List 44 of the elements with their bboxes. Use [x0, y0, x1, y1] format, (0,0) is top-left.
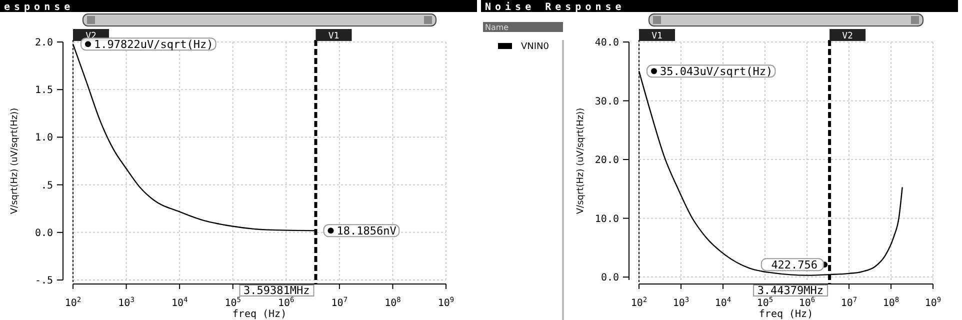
y-tick-label: 10.0 — [594, 214, 619, 225]
y-tick-label: 0.0 — [34, 228, 53, 239]
annotation: 3.44379MHz — [757, 284, 824, 297]
x-axis-title: freq (Hz) — [758, 309, 814, 320]
ref-line-label: V1 — [652, 32, 662, 42]
x-tick-label: 10$^{8}$ — [882, 296, 900, 309]
annotation: 18.1856nV — [336, 224, 397, 238]
x-tick-label: 10$^{4}$ — [714, 296, 732, 309]
y-tick-label: 30.0 — [594, 96, 619, 108]
y-axis-title: V/sqrt(Hz) (uV/sqrt(Hz)) — [10, 108, 20, 214]
x-tick-label: 10$^{6}$ — [278, 296, 294, 309]
annotation: 1.97822uV/sqrt(Hz) — [94, 38, 214, 52]
x-axis-title: freq (Hz) — [232, 309, 287, 320]
chart-title: esponse — [4, 2, 74, 13]
y-tick-label: 40.0 — [594, 38, 619, 48]
x-tick-label: 10$^{6}$ — [798, 296, 816, 309]
y-axis-title: V/sqrt(Hz) (uV/sqrt(Hz)) — [576, 108, 586, 214]
annotation: 35.043uV/sqrt(Hz) — [660, 65, 773, 78]
x-tick-label: 10$^{2}$ — [64, 296, 82, 309]
y-tick-label: 0.0 — [600, 272, 619, 284]
x-tick-label: 10$^{9}$ — [438, 296, 454, 309]
x-tick-label: 10$^{5}$ — [756, 296, 774, 309]
x-tick-label: 10$^{3}$ — [118, 296, 134, 309]
x-tick-label: 10$^{3}$ — [672, 296, 690, 309]
text: Noise Response — [485, 1, 626, 13]
x-tick-label: 10$^{8}$ — [384, 296, 401, 309]
legend-title: Name — [485, 23, 509, 32]
y-tick-label: 1.0 — [34, 132, 53, 144]
y-tick-label: .5 — [40, 180, 53, 192]
annotation: 3.59381MHz — [244, 284, 310, 297]
x-tick-label: 10$^{7}$ — [331, 296, 348, 309]
x-tick-label: 10$^{4}$ — [171, 296, 188, 309]
y-tick-label: 20.0 — [594, 155, 619, 166]
y-tick-label: 2.0 — [34, 38, 53, 48]
y-tick-label: 1.5 — [34, 85, 53, 96]
legend-label: VNIN0 — [521, 42, 550, 52]
x-tick-label: 10$^{2}$ — [630, 296, 648, 309]
x-tick-label: 10$^{7}$ — [840, 296, 858, 309]
x-tick-label: 10$^{9}$ — [924, 296, 942, 309]
ref-line-label: V1 — [328, 32, 340, 42]
x-tick-label: 10$^{5}$ — [224, 296, 241, 309]
y-tick-label: -.5 — [34, 276, 53, 286]
annotation: 422.756 — [771, 258, 818, 272]
ref-line-label: V2 — [842, 32, 853, 42]
